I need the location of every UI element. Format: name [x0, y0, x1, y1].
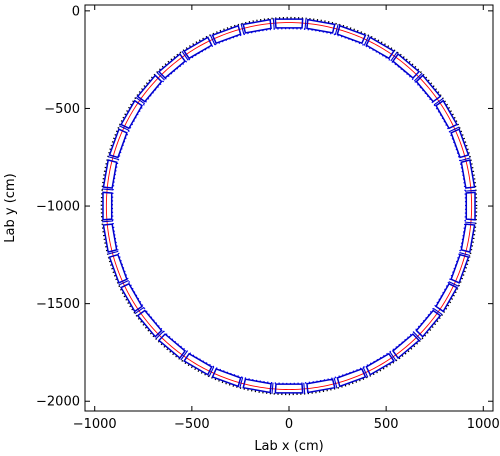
module-divider: [180, 350, 188, 361]
x-tick-label: −1000: [73, 417, 117, 432]
x-tick-label: −500: [174, 417, 210, 432]
module-divider: [102, 188, 114, 191]
detector-module: [460, 159, 476, 189]
detector-module: [102, 223, 118, 253]
module-divider: [135, 96, 146, 105]
detector-module: [136, 74, 163, 103]
y-tick-label: −1500: [36, 297, 80, 312]
module-divider: [209, 34, 216, 46]
detector-module: [157, 52, 187, 80]
dotted-ring-0: [100, 16, 478, 396]
detector-module: [365, 352, 395, 376]
axis-ticks: −1000 −500 0 500 1000 0 −500 −1000 −1500 −2000: [36, 4, 500, 432]
module-divider: [433, 97, 444, 106]
module-divider: [240, 23, 245, 35]
detector-module: [211, 24, 242, 45]
module-divider: [464, 221, 476, 224]
detector-module: [306, 378, 336, 394]
plot-area: [100, 16, 478, 396]
module-divider: [239, 377, 244, 389]
detector-module: [460, 223, 476, 253]
plot-frame: [84, 4, 494, 412]
module-divider: [156, 71, 165, 81]
detector-module: [336, 368, 367, 388]
detector-module: [242, 378, 272, 394]
module-divider: [390, 51, 398, 62]
module-divider: [448, 281, 460, 287]
module-divider: [181, 50, 189, 61]
detector-module: [365, 36, 395, 60]
reference-ring: [105, 22, 473, 390]
module-divider: [107, 156, 119, 161]
module-divider: [334, 23, 339, 35]
detector-module: [242, 18, 272, 34]
detector-module: [415, 309, 442, 338]
module-divider: [303, 382, 306, 394]
detector-module: [415, 74, 442, 103]
detector-module: [102, 159, 118, 189]
detector-module: [391, 52, 421, 80]
module-divider: [118, 279, 129, 286]
x-tick-label: 1000: [467, 417, 500, 432]
detector-module: [108, 128, 128, 159]
detector-module: [157, 333, 187, 360]
detector-module: [120, 99, 143, 130]
module-divider: [413, 331, 422, 341]
module-divider: [134, 306, 145, 315]
module-divider: [118, 125, 130, 131]
x-axis-label: Lab x (cm): [254, 439, 323, 454]
detector-module: [120, 282, 143, 313]
detector-module: [274, 383, 304, 394]
module-divider: [464, 189, 477, 192]
module-divider: [449, 126, 460, 133]
detector-module: [183, 352, 213, 376]
module-divider: [432, 307, 443, 316]
y-tick-label: −1000: [36, 200, 80, 215]
detector-module: [450, 253, 470, 284]
detector-module: [465, 191, 476, 221]
detector-module: [391, 333, 421, 360]
y-tick-label: −2000: [36, 395, 80, 410]
module-divider: [389, 351, 397, 362]
detector-module: [450, 128, 470, 159]
module-divider: [413, 72, 423, 82]
y-tick-label: −500: [44, 102, 80, 117]
detector-module: [211, 368, 242, 388]
y-tick-label: 0: [72, 4, 80, 19]
x-tick-label: 500: [374, 417, 399, 432]
dotted-ring-1: [111, 27, 467, 385]
detector-module: [435, 99, 458, 130]
module-divider: [333, 377, 338, 389]
y-axis-label: Lab y (cm): [3, 173, 18, 242]
detector-module: [183, 36, 213, 60]
module-divider: [459, 252, 471, 257]
detector-module: [136, 309, 163, 338]
detector-module: [108, 253, 128, 284]
module-divider: [155, 330, 165, 340]
module-divider: [208, 366, 215, 377]
detector-module: [336, 24, 367, 45]
detector-module: [274, 18, 304, 29]
module-divider: [272, 18, 275, 30]
module-divider: [101, 220, 114, 223]
detector-module: [102, 191, 113, 221]
detector-module: [435, 282, 458, 313]
module-divider: [459, 157, 471, 162]
module-divider: [304, 18, 307, 30]
detector-module: [306, 18, 336, 34]
module-divider: [107, 250, 119, 255]
module-divider: [362, 366, 369, 378]
module-divider: [363, 35, 370, 46]
module-divider: [271, 382, 274, 394]
x-tick-label: 0: [285, 417, 293, 432]
